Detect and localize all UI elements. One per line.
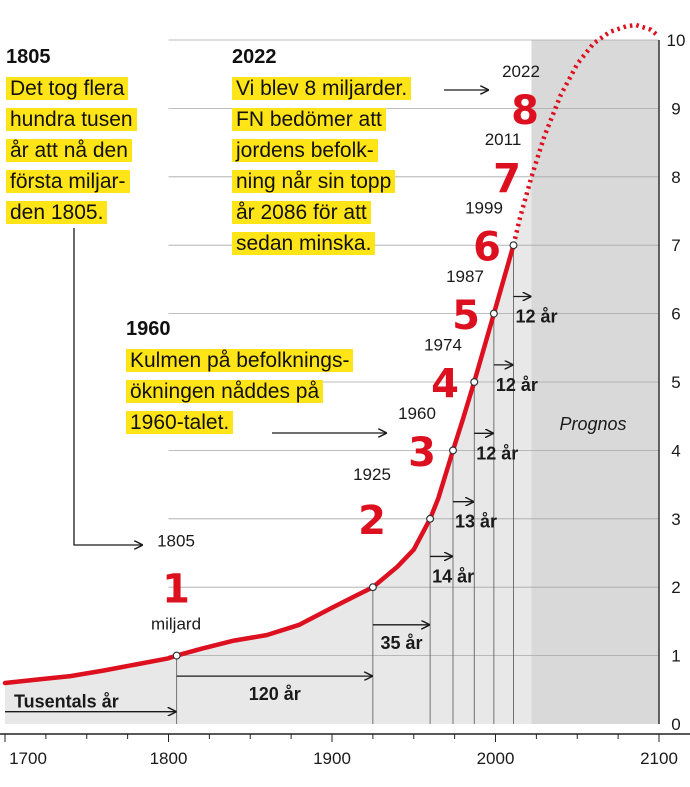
annotation-1805-arrow <box>73 228 142 545</box>
milestone-year: 1925 <box>353 465 391 484</box>
interval-label: 12 år <box>476 443 518 463</box>
interval-label: Tusentals år <box>14 692 119 712</box>
milestone-number: 8 <box>511 88 539 134</box>
milestone-unit-label: miljard <box>151 615 201 634</box>
milestone-year: 1987 <box>446 267 484 286</box>
annotation-2022-line: år 2086 för att <box>232 201 371 224</box>
annotation-2022-heading: 2022 <box>232 46 277 68</box>
milestone-dot <box>172 651 181 660</box>
y-tick-label: 6 <box>671 305 680 324</box>
interval-label: 35 år <box>380 633 422 653</box>
y-tick-label: 1 <box>671 647 680 666</box>
annotation-1805: 1805 Det tog flera hundra tusen år att n… <box>6 46 137 228</box>
y-tick-label: 10 <box>667 31 686 50</box>
annotation-1960-line: ökningen nåddes på <box>126 380 324 403</box>
y-tick-label: 0 <box>671 715 680 734</box>
milestone-number: 3 <box>408 430 436 476</box>
milestone-year: 2022 <box>502 62 540 81</box>
interval-label: 120 år <box>249 684 301 704</box>
milestone-year: 1974 <box>424 335 462 354</box>
milestone-year: 1999 <box>465 199 503 218</box>
annotation-1960-line: 1960-talet. <box>126 411 234 434</box>
y-tick-label: 4 <box>671 441 680 460</box>
milestone-year: 1805 <box>157 532 195 551</box>
interval-label: 14 år <box>432 566 474 586</box>
milestone-dot <box>368 583 377 592</box>
annotation-1805-line: första miljar- <box>6 170 130 193</box>
milestone-dot <box>509 241 518 250</box>
x-tick-label: 2100 <box>640 749 678 768</box>
y-tick-label: 3 <box>671 510 680 529</box>
annotation-2022-line: Vi blev 8 miljarder. <box>232 77 412 100</box>
milestone-dot <box>489 309 498 318</box>
y-tick-label: 5 <box>671 373 680 392</box>
milestone-dot <box>448 446 457 455</box>
y-tick-label: 7 <box>671 236 680 255</box>
milestone-year: 1960 <box>398 404 436 423</box>
interval-label: 13 år <box>455 512 497 532</box>
milestone-number: 7 <box>493 156 521 202</box>
annotation-2022: 2022 Vi blev 8 miljarder. FN bedömer att… <box>232 46 412 259</box>
annotation-1960: 1960 Kulmen på befolknings- ökningen nåd… <box>126 318 354 438</box>
annotation-1805-line: Det tog flera <box>6 77 129 100</box>
milestone-number: 4 <box>431 361 459 407</box>
annotation-2022-line: ning når sin topp <box>232 170 396 193</box>
annotation-1960-heading: 1960 <box>126 318 171 340</box>
annotation-2022-line: sedan minska. <box>232 232 376 255</box>
interval-label: 12 år <box>515 307 557 327</box>
annotation-1805-line: den 1805. <box>6 201 108 224</box>
x-tick-label: 1900 <box>313 749 351 768</box>
milestone-number: 5 <box>452 293 480 339</box>
y-tick-label: 9 <box>671 99 680 118</box>
x-tick-label: 1700 <box>9 749 47 768</box>
y-tick-label: 2 <box>671 578 680 597</box>
annotation-1805-line: år att nå den <box>6 139 132 162</box>
milestone-number: 6 <box>473 225 501 271</box>
forecast-line <box>511 22 661 246</box>
milestone-number: 2 <box>358 498 386 544</box>
milestone-year: 2011 <box>485 130 522 149</box>
annotation-1805-heading: 1805 <box>6 46 51 68</box>
x-tick-label: 2000 <box>477 749 515 768</box>
y-tick-label: 8 <box>671 168 680 187</box>
x-tick-label: 1800 <box>150 749 188 768</box>
annotation-1805-line: hundra tusen <box>6 108 137 131</box>
annotation-2022-line: FN bedömer att <box>232 108 386 131</box>
milestone-number: 1 <box>162 567 190 613</box>
milestone-dot <box>426 514 435 523</box>
forecast-label: Prognos <box>559 414 626 434</box>
interval-label: 12 år <box>496 375 538 395</box>
annotation-2022-line: jordens befolk- <box>232 139 378 162</box>
annotation-1960-line: Kulmen på befolknings- <box>126 349 354 372</box>
milestone-dot <box>470 378 479 387</box>
